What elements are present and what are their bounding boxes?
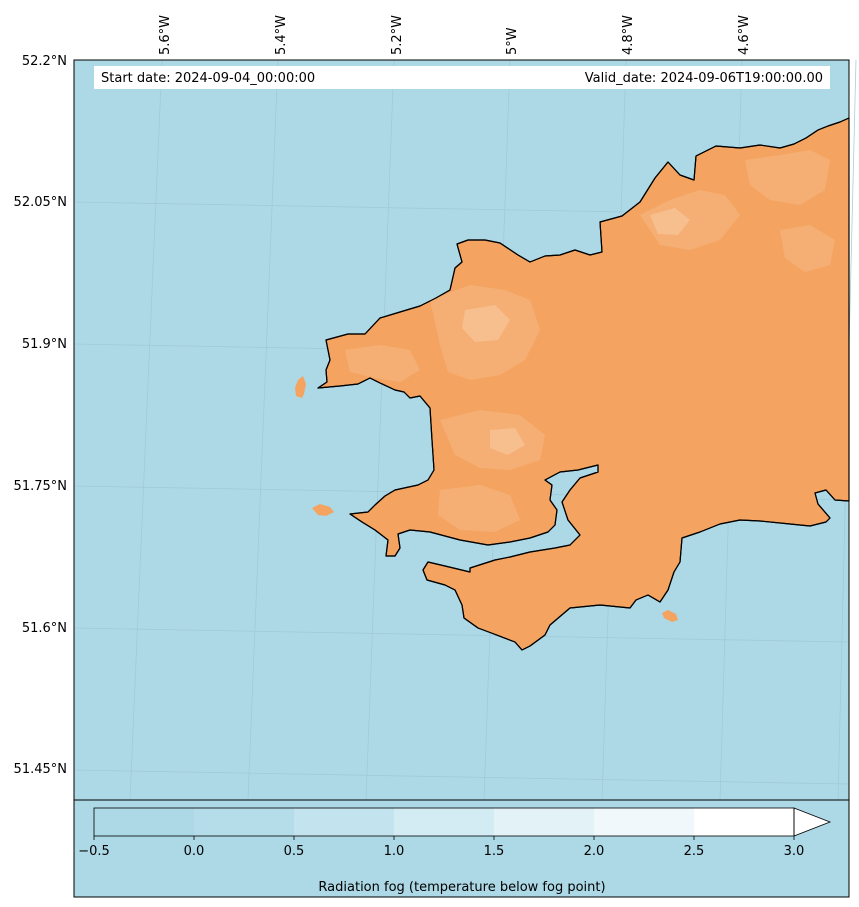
lon-label-5w: 5°W [505,27,520,55]
valid-date-text: Valid_date: 2024-09-06T19:00:00.00 [585,71,823,86]
start-date-text: Start date: 2024-09-04_00:00:00 [101,71,315,86]
colorbar-tick-label: 1.0 [384,844,405,859]
island-ramsey [295,376,306,398]
land [295,117,850,651]
land-light-patch-6 [745,150,830,205]
lat-label-52.2n: 52.2°N [22,54,67,69]
colorbar-bin [94,808,194,836]
colorbar-tick-label: 2.5 [684,844,705,859]
colorbar-tick-label: 3.0 [784,844,805,859]
colorbar-tick-label: 0.5 [284,844,305,859]
colorbar-bin [394,808,494,836]
longitude-labels: 5.6°W 5.4°W 5.2°W 5°W 4.8°W 4.6°W [158,15,752,55]
land-light-patch-4 [438,485,520,532]
colorbar-label: Radiation fog (temperature below fog poi… [318,880,605,895]
colorbar-ticks: −0.5 0.0 0.5 1.0 1.5 2.0 2.5 3.0 [78,836,804,859]
meridian-5.2w [365,59,395,801]
colorbar-bin [694,808,794,836]
lat-label-51.6n: 51.6°N [22,621,67,636]
info-box [94,66,830,89]
colorbar [94,808,794,836]
parallel-51.45n [73,769,850,785]
land-lighter-patch-2 [650,208,690,235]
lat-label-52.05n: 52.05°N [14,195,67,210]
lat-label-51.75n: 51.75°N [14,479,67,494]
colorbar-tick-label: 0.0 [184,844,205,859]
colorbar-outline [93,807,795,837]
land-lighter-patch-3 [490,428,525,455]
lon-label-5.4w: 5.4°W [274,15,289,55]
land-lighter-patch-1 [462,305,510,342]
mainland-coastline [317,117,850,651]
lon-label-4.6w: 4.6°W [737,15,752,55]
parallel-51.6n [73,627,850,643]
meridian-5.4w [247,59,279,801]
colorbar-bin [294,808,394,836]
colorbar-bin [194,808,294,836]
lat-label-51.45n: 51.45°N [14,762,67,777]
colorbar-tick-label: 2.0 [584,844,605,859]
lat-label-51.9n: 51.9°N [22,337,67,352]
island-caldey [662,610,678,622]
colorbar-bin [494,808,594,836]
lon-label-5.6w: 5.6°W [158,15,173,55]
lon-label-5.2w: 5.2°W [390,15,405,55]
colorbar-tick-label: −0.5 [78,844,110,859]
lon-label-4.8w: 4.8°W [621,15,636,55]
colorbar-tick-label: 1.5 [484,844,505,859]
colorbar-bin [594,808,694,836]
latitude-labels: 52.2°N 52.05°N 51.9°N 51.75°N 51.6°N 51.… [14,54,67,777]
meridian-5.6w [129,59,163,801]
island-skomer [312,504,334,516]
land-light-patch-2 [345,345,420,382]
land-light-patch-7 [780,225,835,272]
